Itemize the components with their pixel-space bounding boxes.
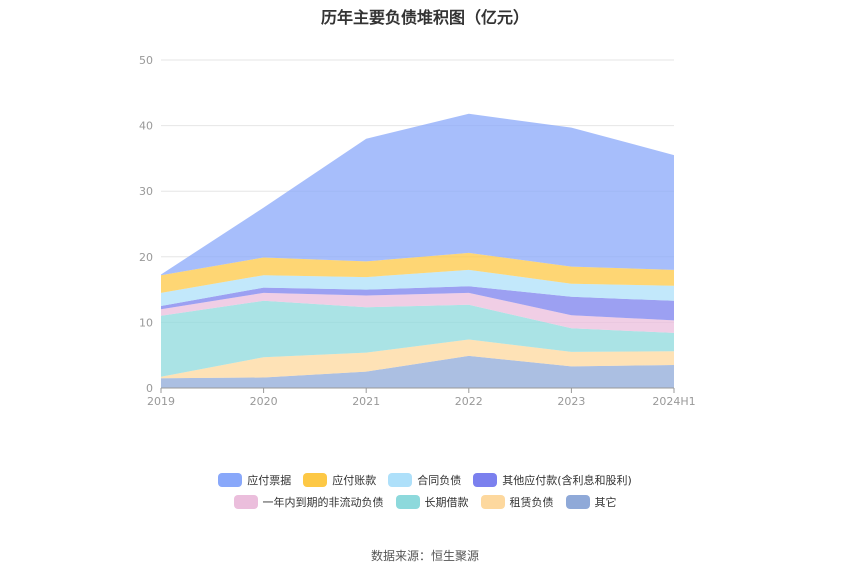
area-series-8 (161, 113, 674, 276)
y-tick-label: 20 (139, 251, 153, 264)
y-tick-label: 30 (139, 185, 153, 198)
legend-swatch (480, 495, 505, 509)
legend-row-1: 应付票据 应付账款 合同负债 其他应付款(含利息和股利) (0, 472, 850, 488)
legend-label: 应付账款 (332, 474, 377, 487)
area-series-2 (161, 339, 674, 379)
area-series-1 (161, 355, 674, 388)
legend-item[interactable]: 其它 (565, 494, 617, 510)
legend-label: 应付票据 (247, 474, 292, 487)
legend-label: 一年内到期的非流动负债 (262, 496, 384, 509)
legend-label: 其它 (594, 496, 617, 509)
legend-swatch (233, 495, 258, 509)
area-series-7 (161, 252, 674, 293)
y-tick-label: 0 (146, 382, 153, 395)
chart-title: 历年主要负债堆积图（亿元） (320, 8, 529, 27)
legend-swatch (218, 473, 243, 487)
x-tick-label: 2021 (352, 395, 380, 408)
legend-item[interactable]: 应付票据 (218, 472, 291, 488)
area-series-5 (161, 286, 674, 321)
legend-swatch (388, 473, 413, 487)
legend-item[interactable]: 租赁负债 (480, 494, 554, 510)
area-series-6 (161, 269, 674, 306)
x-tick-label: 2024H1 (652, 395, 695, 408)
legend-label: 长期借款 (424, 496, 469, 509)
legend-label: 合同负债 (417, 474, 462, 487)
y-tick-label: 50 (139, 54, 153, 67)
legend-item[interactable]: 长期借款 (395, 494, 469, 510)
data-source: 数据来源：恒生聚源 (370, 549, 479, 563)
x-tick-label: 2019 (147, 395, 175, 408)
legend-swatch (565, 495, 590, 509)
legend-item[interactable]: 一年内到期的非流动负债 (233, 494, 384, 510)
legend-item[interactable]: 应付账款 (303, 472, 376, 488)
legend-item[interactable]: 合同负债 (388, 472, 461, 488)
area-series-3 (161, 300, 674, 377)
legend-swatch (473, 473, 498, 487)
area-series-4 (161, 292, 674, 333)
x-tick-label: 2022 (455, 395, 483, 408)
legend-item[interactable]: 其他应付款(含利息和股利) (473, 472, 632, 488)
stacked-area-chart: 0 10 20 30 40 50 2019 2020 2021 2022 2023 2024H1 (139, 54, 696, 408)
legend-swatch (395, 495, 420, 509)
x-tick-label: 2023 (557, 395, 585, 408)
y-tick-label: 10 (139, 316, 153, 329)
x-tick-label: 2020 (250, 395, 278, 408)
legend-label: 租赁负债 (509, 496, 554, 509)
legend-row-2: 一年内到期的非流动负债 长期借款 租赁负债 其它 (0, 494, 850, 510)
y-tick-label: 40 (139, 120, 153, 133)
legend-swatch (303, 473, 328, 487)
chart-legend: 应付票据 应付账款 合同负债 其他应付款(含利息和股利) 一年内到期的非流动负债 长期借… (0, 472, 850, 516)
legend-label: 其他应付款(含利息和股利) (502, 474, 632, 487)
